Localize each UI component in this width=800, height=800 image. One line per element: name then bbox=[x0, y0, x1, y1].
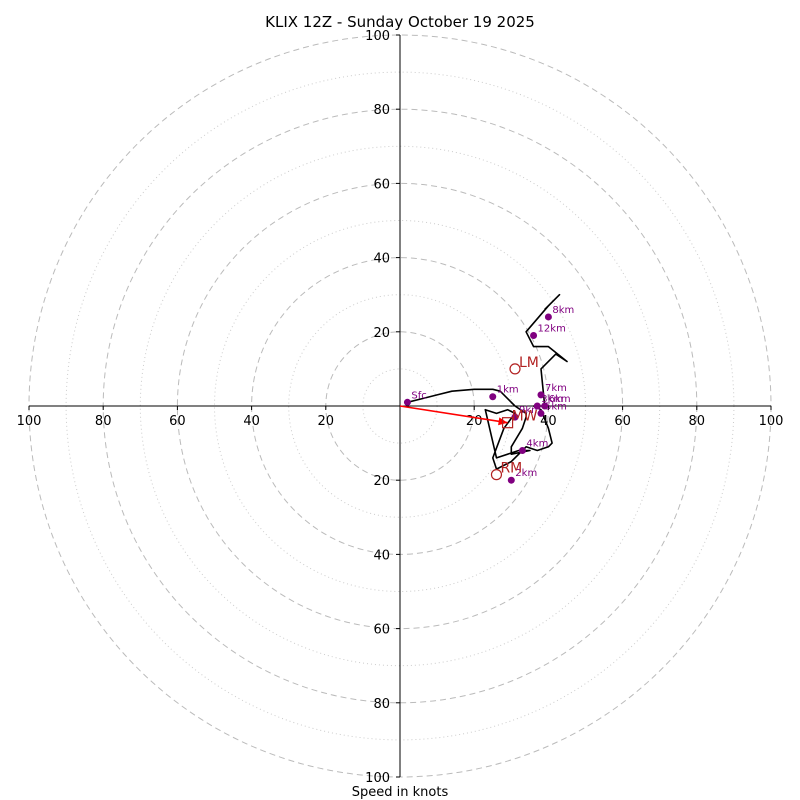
hodograph-trace bbox=[407, 293, 568, 470]
storm-motion-arrow-shaft bbox=[399, 405, 508, 424]
height-label-12km: 12km bbox=[538, 324, 566, 335]
height-marker-4km bbox=[518, 447, 526, 455]
y-tick-label-3: 40 bbox=[373, 252, 390, 267]
motion-label-LM: LM bbox=[519, 355, 539, 371]
height-marker-8km bbox=[544, 313, 552, 321]
y-tick-label-1: 80 bbox=[373, 103, 390, 118]
height-marker-9km bbox=[511, 413, 519, 421]
y-tick-label-4: 20 bbox=[373, 326, 390, 341]
hodograph-trace-layer bbox=[407, 293, 568, 470]
height-label-9km: 9km bbox=[519, 405, 541, 416]
height-marker-6km bbox=[541, 402, 549, 410]
x-tick-label-9: 100 bbox=[759, 414, 784, 429]
y-tick-label-9: 100 bbox=[365, 771, 390, 786]
x-tick-label-8: 80 bbox=[689, 414, 706, 429]
height-marker-1km bbox=[489, 393, 497, 401]
y-tick-label-8: 80 bbox=[373, 697, 390, 712]
y-tick-label-0: 100 bbox=[365, 29, 390, 44]
height-marker-2km bbox=[507, 476, 515, 484]
y-tick-label-6: 40 bbox=[373, 548, 390, 563]
x-tick-label-7: 60 bbox=[614, 414, 631, 429]
x-tick-label-4: 20 bbox=[318, 414, 335, 429]
motion-marker-MW bbox=[501, 417, 514, 429]
height-marker-Sfc bbox=[403, 398, 411, 406]
x-tick-label-3: 40 bbox=[243, 414, 260, 429]
x-tick-label-0: 100 bbox=[17, 414, 42, 429]
height-label-6km: 6km bbox=[549, 394, 571, 405]
y-tick-label-7: 60 bbox=[373, 623, 390, 638]
height-label-5km: 5km bbox=[545, 401, 567, 412]
y-tick-label-5: 20 bbox=[373, 474, 390, 489]
tick-labels: 100 80 60 40 20 20 40 60 80 100100806040202040608… bbox=[17, 29, 784, 786]
y-tick-label-2: 60 bbox=[373, 177, 390, 192]
motion-markers: LM RM MW bbox=[490, 355, 539, 481]
motion-marker-RM bbox=[490, 469, 503, 481]
height-marker-5km bbox=[537, 409, 545, 417]
height-label-3km: 3km bbox=[541, 394, 563, 405]
height-label-2km: 2km bbox=[515, 468, 537, 479]
motion-label-RM: RM bbox=[500, 461, 522, 477]
height-label-4km: 4km bbox=[526, 439, 548, 450]
height-label-1km: 1km bbox=[497, 385, 519, 396]
height-label-7km: 7km bbox=[545, 383, 567, 394]
motion-label-MW: MW bbox=[512, 409, 538, 425]
x-axis-label: Speed in knots bbox=[352, 785, 449, 800]
chart-title: KLIX 12Z - Sunday October 19 2025 bbox=[265, 13, 535, 31]
height-marker-12km bbox=[530, 332, 538, 340]
motion-marker-LM bbox=[509, 363, 521, 375]
height-marker-7km bbox=[537, 391, 545, 399]
x-tick-label-2: 60 bbox=[169, 414, 186, 429]
x-tick-label-1: 80 bbox=[95, 414, 112, 429]
height-label-Sfc: Sfc bbox=[411, 390, 426, 401]
storm-motion-arrow-layer bbox=[399, 405, 508, 426]
height-marker-3km bbox=[533, 402, 541, 410]
height-label-8km: 8km bbox=[552, 305, 574, 316]
